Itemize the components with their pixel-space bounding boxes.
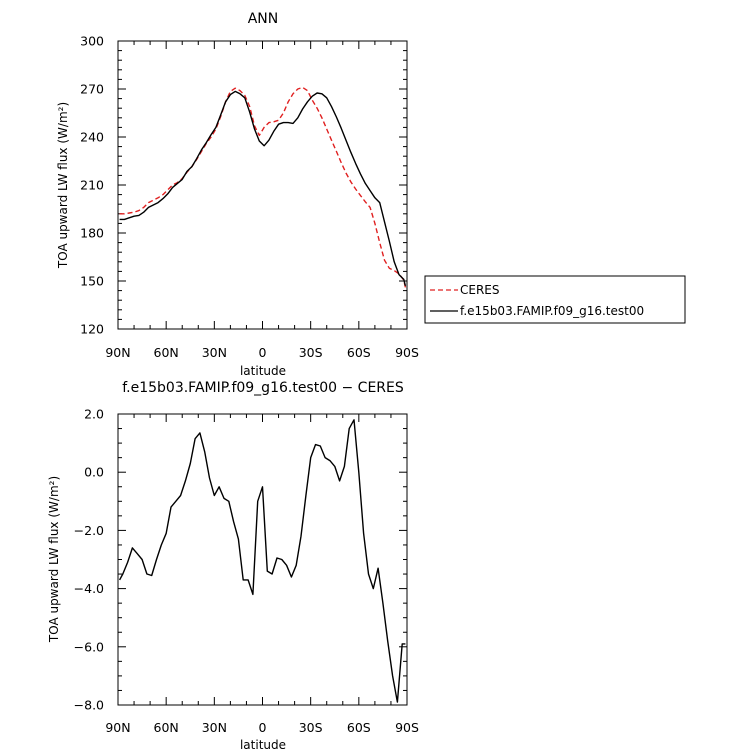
y-tick-label: 2.0	[84, 407, 104, 422]
top-y-tick-labels: 120 150 180 210 240 270 300	[80, 34, 104, 337]
x-tick-label: 60S	[347, 345, 371, 360]
y-tick-label: −8.0	[74, 698, 104, 713]
x-tick-label: 90S	[395, 720, 419, 735]
y-tick-label: 240	[80, 130, 104, 145]
bottom-y-tick-labels: −8.0 −6.0 −4.0 −2.0 0.0 2.0	[74, 407, 104, 713]
x-tick-label: 30S	[299, 345, 323, 360]
top-plot-frame	[117, 40, 408, 330]
y-tick-label: 0.0	[84, 465, 104, 480]
y-tick-label: 120	[80, 322, 104, 337]
legend-box	[424, 275, 686, 324]
top-x-axis-label: latitude	[240, 364, 286, 378]
y-tick-label: 210	[80, 178, 104, 193]
ceres-series-line	[119, 86, 407, 288]
legend-label-model: f.e15b03.FAMIP.f09_g16.test00	[460, 304, 644, 318]
x-tick-label: 90N	[105, 720, 130, 735]
bottom-series-group	[118, 419, 406, 703]
bottom-chart-panel: f.e15b03.FAMIP.f09_g16.test00 − CERES −8…	[47, 380, 419, 752]
top-chart-title: ANN	[248, 11, 279, 27]
y-tick-label: 270	[80, 82, 104, 97]
x-tick-label: 60N	[154, 345, 179, 360]
legend-label-ceres: CERES	[460, 283, 500, 297]
x-tick-label: 60N	[154, 720, 179, 735]
y-tick-label: 300	[80, 34, 104, 49]
legend: CERES f.e15b03.FAMIP.f09_g16.test00	[424, 275, 686, 324]
model-series-line	[118, 419, 406, 703]
y-tick-label: 150	[80, 274, 104, 289]
bottom-chart-title: f.e15b03.FAMIP.f09_g16.test00 − CERES	[122, 380, 404, 396]
x-tick-label: 0	[259, 345, 267, 360]
x-tick-label: 30S	[299, 720, 323, 735]
bottom-y-axis-label: TOA upward LW flux (W/m²)	[47, 476, 61, 643]
model-series-line	[119, 90, 407, 286]
y-tick-label: 180	[80, 226, 104, 241]
bottom-x-tick-labels: 90N 60N 30N 0 30S 60S 90S	[105, 720, 419, 735]
bottom-axis-ticks	[117, 413, 408, 706]
x-tick-label: 30N	[202, 345, 227, 360]
top-y-axis-label: TOA upward LW flux (W/m²)	[56, 102, 70, 269]
top-axis-ticks	[117, 40, 408, 330]
x-tick-label: 30N	[202, 720, 227, 735]
top-x-tick-labels: 90N 60N 30N 0 30S 60S 90S	[105, 345, 419, 360]
x-tick-label: 90S	[395, 345, 419, 360]
x-tick-label: 0	[259, 720, 267, 735]
x-tick-label: 60S	[347, 720, 371, 735]
y-tick-label: −6.0	[74, 639, 104, 654]
bottom-x-axis-label: latitude	[240, 738, 286, 752]
x-tick-label: 90N	[105, 345, 130, 360]
y-tick-label: −4.0	[74, 581, 104, 596]
top-chart-panel: ANN 120 150 180 210 240 270 300 90N 60N 30N 0 30S 6…	[56, 11, 686, 378]
bottom-plot-frame	[117, 413, 408, 706]
y-tick-label: −2.0	[74, 523, 104, 538]
top-series-group	[119, 86, 407, 288]
